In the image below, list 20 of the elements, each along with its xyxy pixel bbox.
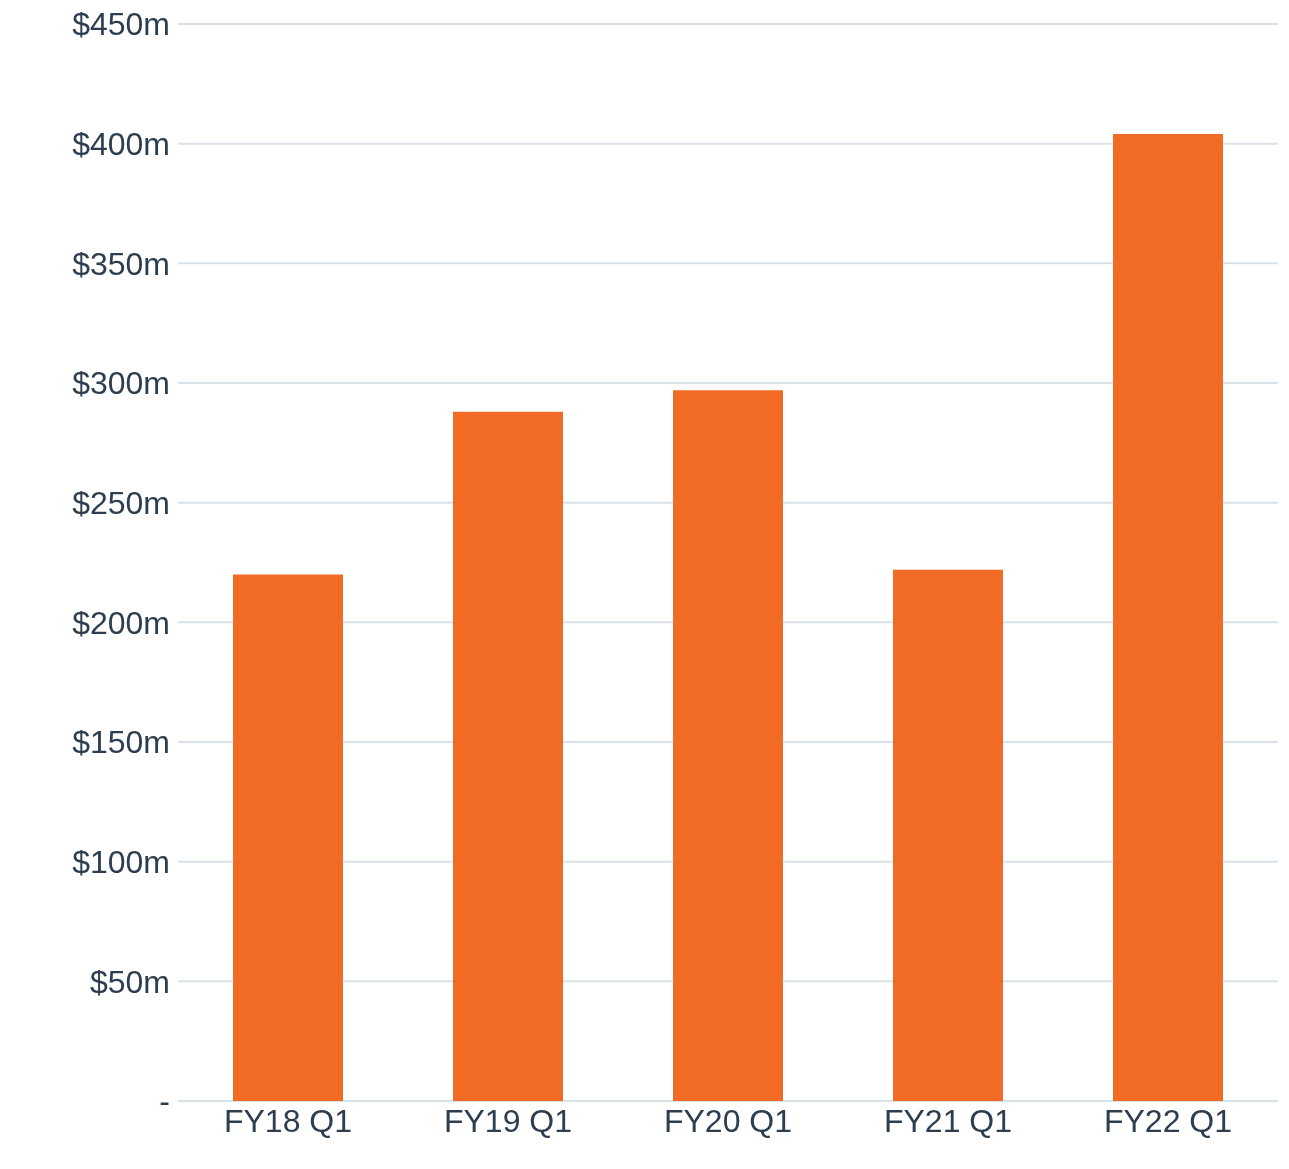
bar <box>673 390 783 1101</box>
bar <box>893 569 1003 1101</box>
y-tick-label: - <box>159 1083 170 1120</box>
y-tick-label: $150m <box>72 724 170 761</box>
x-tick-label: FY18 Q1 <box>223 1102 353 1139</box>
y-tick-label: $350m <box>72 245 170 282</box>
y-tick-label: $250m <box>72 485 170 522</box>
y-tick-label: $100m <box>72 844 170 881</box>
x-tick-label: FY20 Q1 <box>663 1102 793 1139</box>
x-tick-label: FY21 Q1 <box>883 1102 1013 1139</box>
y-tick-label: $400m <box>72 126 170 163</box>
y-tick-label: $300m <box>72 365 170 402</box>
bar <box>1113 134 1223 1101</box>
y-tick-label: $200m <box>72 604 170 641</box>
y-tick-label: $450m <box>72 6 170 43</box>
y-tick-label: $50m <box>89 963 170 1000</box>
bar <box>233 574 343 1101</box>
bar <box>453 411 563 1101</box>
x-tick-label: FY22 Q1 <box>1103 1102 1233 1139</box>
x-tick-label: FY19 Q1 <box>443 1102 573 1139</box>
